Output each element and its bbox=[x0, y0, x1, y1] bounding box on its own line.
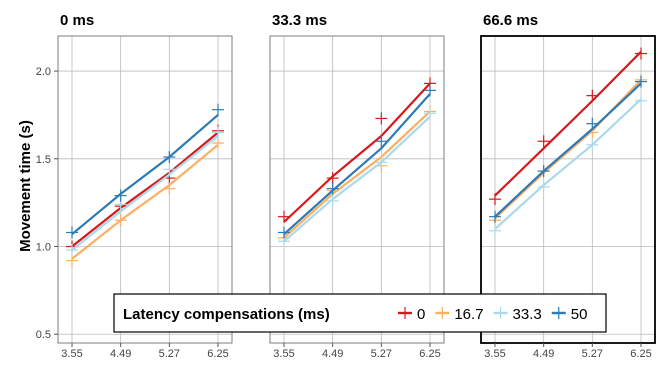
data-point bbox=[114, 214, 127, 227]
data-point bbox=[635, 47, 647, 60]
panel-3: 66.6 ms 3.55 4.49 5.27 6.25 bbox=[480, 12, 656, 360]
data-point bbox=[586, 117, 599, 130]
x-tick-label: 6.25 bbox=[630, 348, 651, 360]
panel-border bbox=[57, 35, 233, 344]
legend-item: 50 bbox=[551, 306, 588, 323]
data-point bbox=[212, 137, 224, 150]
data-point bbox=[635, 75, 647, 88]
data-point bbox=[537, 180, 550, 193]
y-tick-label: 0.5 bbox=[36, 329, 51, 341]
data-point bbox=[489, 193, 501, 206]
data-point bbox=[163, 151, 176, 164]
series-line-0 bbox=[71, 131, 219, 248]
data-point bbox=[326, 194, 339, 207]
x-tick-label: 5.27 bbox=[371, 348, 392, 360]
data-point bbox=[163, 182, 176, 195]
legend-title: Latency compensations (ms) bbox=[123, 306, 330, 323]
data-point bbox=[537, 135, 550, 148]
series-line-33-3 bbox=[494, 98, 642, 230]
legend-label: 50 bbox=[571, 306, 588, 323]
legend-item: 33.3 bbox=[493, 306, 542, 323]
data-point bbox=[537, 165, 550, 178]
legend-item: 0 bbox=[398, 306, 425, 323]
data-point bbox=[326, 172, 339, 185]
data-point bbox=[489, 210, 501, 223]
data-point bbox=[635, 94, 647, 107]
legend-item: 16.7 bbox=[435, 306, 484, 323]
data-point bbox=[424, 107, 436, 120]
legend-label: 33.3 bbox=[513, 306, 542, 323]
x-tick-label: 3.55 bbox=[484, 348, 505, 360]
y-tick-label: 2.0 bbox=[36, 66, 51, 78]
x-tick-label: 4.49 bbox=[322, 348, 343, 360]
data-point bbox=[66, 226, 78, 239]
x-tick-label: 4.49 bbox=[110, 348, 131, 360]
series-line-33-3 bbox=[283, 115, 431, 243]
x-tick-label: 6.25 bbox=[419, 348, 440, 360]
data-point bbox=[424, 84, 436, 97]
y-tick-label: 1.0 bbox=[36, 242, 51, 254]
data-point bbox=[375, 112, 388, 125]
y-tick-label: 1.5 bbox=[36, 154, 51, 166]
data-point bbox=[278, 226, 290, 239]
x-tick-label: 5.27 bbox=[159, 348, 180, 360]
x-tick-label: 4.49 bbox=[533, 348, 554, 360]
y-axis-label: Movement time (s) bbox=[17, 120, 34, 252]
data-point bbox=[66, 244, 78, 257]
panel-1: 0 ms 0.5 1.0 1.5 2.0 3.55 4.49 5.27 6.25 bbox=[36, 12, 233, 360]
legend-box bbox=[113, 293, 607, 333]
series-line-50 bbox=[71, 114, 219, 236]
legend: Latency compensations (ms) 0 16.7 33.3 50 bbox=[113, 293, 607, 333]
data-point bbox=[212, 126, 224, 139]
data-point bbox=[326, 182, 339, 195]
legend-label: 16.7 bbox=[454, 306, 483, 323]
data-point bbox=[114, 189, 127, 202]
data-point bbox=[375, 156, 388, 169]
x-tick-label: 5.27 bbox=[582, 348, 603, 360]
panel-title: 0 ms bbox=[60, 12, 94, 29]
series-line-50 bbox=[283, 93, 431, 236]
x-tick-label: 3.55 bbox=[61, 348, 82, 360]
panel-title: 33.3 ms bbox=[272, 12, 327, 29]
data-point bbox=[586, 89, 599, 102]
series-line-16-7 bbox=[71, 143, 219, 260]
legend-items: 0 16.7 33.3 50 bbox=[398, 306, 587, 323]
data-point bbox=[66, 254, 78, 267]
x-tick-label: 6.25 bbox=[207, 348, 228, 360]
series-line-0 bbox=[283, 82, 431, 223]
series-line-33-3 bbox=[71, 135, 219, 251]
data-point bbox=[212, 103, 224, 116]
series-line-16-7 bbox=[283, 110, 431, 239]
panel-2: 33.3 ms 3.55 4.49 5.27 6.25 bbox=[269, 12, 445, 360]
data-point bbox=[278, 210, 290, 223]
data-point bbox=[375, 135, 388, 148]
legend-label: 0 bbox=[417, 306, 425, 323]
panel-border bbox=[269, 35, 445, 344]
panel-title: 66.6 ms bbox=[483, 12, 538, 29]
data-point bbox=[163, 163, 176, 176]
data-point bbox=[586, 138, 599, 151]
series-line-0 bbox=[494, 51, 642, 197]
series-line-50 bbox=[494, 82, 642, 218]
data-point bbox=[489, 224, 501, 237]
panel-border bbox=[480, 35, 656, 344]
x-tick-label: 3.55 bbox=[273, 348, 294, 360]
